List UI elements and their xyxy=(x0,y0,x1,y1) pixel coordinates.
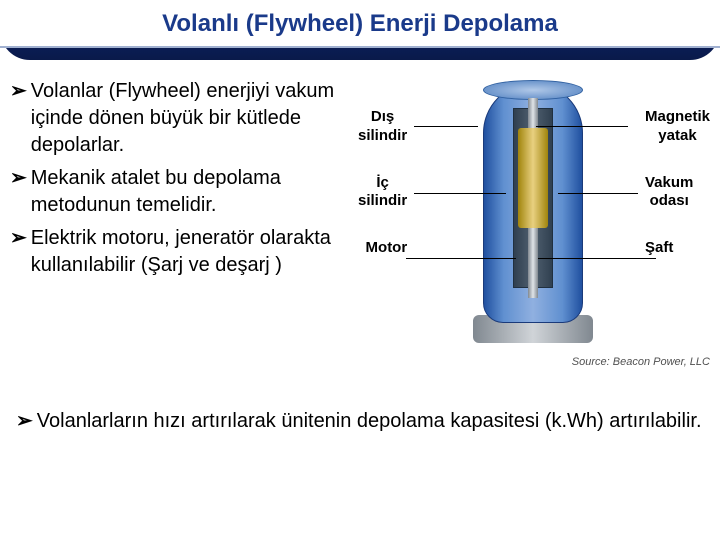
bullet-text: Volanlarların hızı artırılarak ünitenin … xyxy=(37,408,702,435)
bullet-text: Mekanik atalet bu depolama metodunun tem… xyxy=(31,165,350,219)
bullet-arrow-icon: ➢ xyxy=(16,408,33,435)
bullet-list: ➢ Volanlar (Flywheel) enerjiyi vakum içi… xyxy=(10,78,350,368)
bottom-bullet-area: ➢ Volanlarların hızı artırılarak üniteni… xyxy=(10,408,710,435)
bullet-arrow-icon: ➢ xyxy=(10,78,27,105)
flywheel-rotor xyxy=(518,128,548,228)
title-bar: Volanlı (Flywheel) Enerji Depolama xyxy=(0,0,720,60)
lead-line xyxy=(406,258,516,259)
content-area: ➢ Volanlar (Flywheel) enerjiyi vakum içi… xyxy=(0,60,720,451)
lead-line xyxy=(558,193,638,194)
diagram-source: Source: Beacon Power, LLC xyxy=(572,356,710,368)
diagram-left-labels: Dış silindir İç silindir Motor xyxy=(358,108,407,258)
label-vacuum-chamber: Vakum odası xyxy=(645,174,693,212)
lead-line xyxy=(538,258,656,259)
label-magnetic-bearing: Magnetik yatak xyxy=(645,108,710,146)
bullet-item: ➢ Mekanik atalet bu depolama metodunun t… xyxy=(10,165,350,219)
title-overlay: Volanlı (Flywheel) Enerji Depolama xyxy=(0,0,720,48)
flywheel-illustration xyxy=(468,78,598,348)
lead-line xyxy=(414,193,506,194)
flywheel-diagram: Dış silindir İç silindir Motor Magnetik … xyxy=(358,78,710,368)
bullet-arrow-icon: ➢ xyxy=(10,165,27,192)
bullet-item: ➢ Volanlar (Flywheel) enerjiyi vakum içi… xyxy=(10,78,350,159)
label-outer-cylinder: Dış silindir xyxy=(358,108,407,146)
label-motor: Motor xyxy=(366,239,408,258)
bullet-item: ➢ Elektrik motoru, jeneratör olarakta ku… xyxy=(10,225,350,279)
label-shaft: Şaft xyxy=(645,239,673,258)
lead-line xyxy=(536,126,628,127)
bullet-arrow-icon: ➢ xyxy=(10,225,27,252)
bullet-text: Elektrik motoru, jeneratör olarakta kull… xyxy=(31,225,350,279)
slide-title: Volanlı (Flywheel) Enerji Depolama xyxy=(162,10,558,38)
diagram-right-labels: Magnetik yatak Vakum odası Şaft xyxy=(645,108,710,258)
bullet-text: Volanlar (Flywheel) enerjiyi vakum içind… xyxy=(31,78,350,159)
bullet-item: ➢ Volanlarların hızı artırılarak üniteni… xyxy=(16,408,704,435)
label-inner-cylinder: İç silindir xyxy=(358,174,407,212)
flywheel-top-cap xyxy=(483,80,583,100)
upper-row: ➢ Volanlar (Flywheel) enerjiyi vakum içi… xyxy=(10,78,710,368)
lead-line xyxy=(414,126,478,127)
